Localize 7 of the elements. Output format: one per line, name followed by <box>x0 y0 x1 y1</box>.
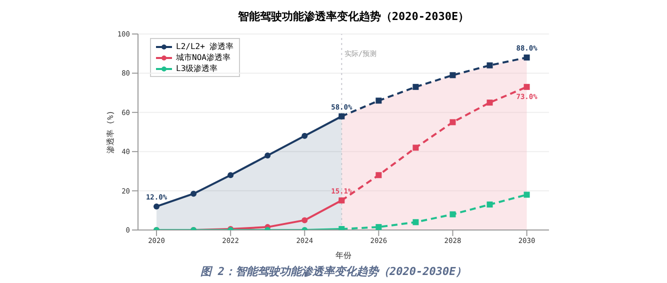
chart-title: 智能驾驶功能渗透率变化趋势（2020-2030E） <box>236 9 470 25</box>
legend-label: L2/L2+ 渗透率 <box>176 41 234 52</box>
x-axis-title: 年份 <box>336 251 352 260</box>
legend-label: L3级渗透率 <box>176 63 218 74</box>
y-axis-title: 渗透率 (%) <box>106 110 115 154</box>
caption: 图 2：智能驾驶功能渗透率变化趋势（2020-2030E） <box>199 264 468 279</box>
legend-label: 城市NOA渗透率 <box>176 52 230 63</box>
